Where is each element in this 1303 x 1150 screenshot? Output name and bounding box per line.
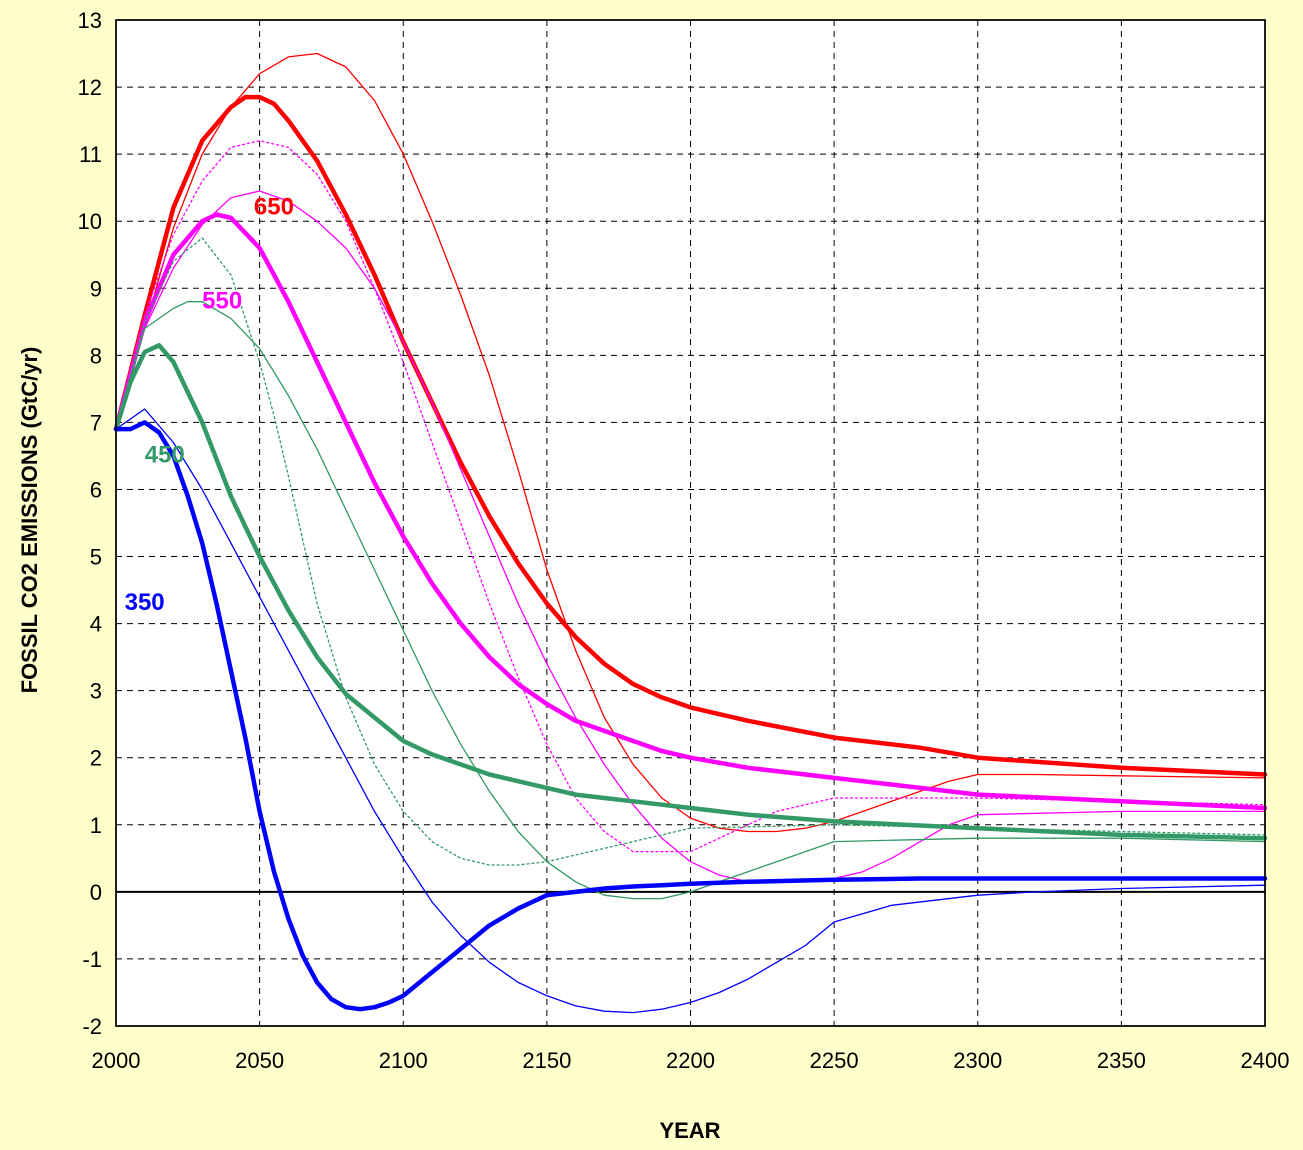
plot-area [115, 19, 1266, 1027]
y-tick-label: -1 [82, 947, 102, 972]
series-line-5 [113, 212, 1268, 811]
y-tick-label: 8 [90, 343, 102, 368]
plot-frame [115, 19, 1266, 1027]
series-line-8 [113, 343, 1268, 841]
x-tick-label: 2250 [810, 1048, 859, 1073]
x-tick-label: 2150 [522, 1048, 571, 1073]
x-tick-label: 2000 [92, 1048, 141, 1073]
x-tick-label: 2200 [666, 1048, 715, 1073]
y-tick-label: 4 [90, 612, 102, 637]
y-tick-label: 7 [90, 410, 102, 435]
y-tick-label: 13 [78, 8, 102, 33]
series-line-1 [115, 52, 1266, 833]
series-line-2 [113, 94, 1268, 777]
y-tick-label: 0 [90, 880, 102, 905]
x-tick-label: 2350 [1097, 1048, 1146, 1073]
y-tick-label: 6 [90, 477, 102, 502]
series-labels: 650 550 450 350 [125, 193, 294, 616]
series-line-4 [115, 190, 1266, 883]
x-tick-label: 2400 [1241, 1048, 1290, 1073]
series-label-450: 450 [145, 442, 185, 469]
series-label-650: 650 [254, 193, 294, 220]
y-tick-label: 10 [78, 209, 102, 234]
x-tick-label: 2100 [379, 1048, 428, 1073]
x-tick-label: 2050 [235, 1048, 284, 1073]
series-label-350: 350 [125, 589, 165, 616]
x-tick-labels: 2000 2050 2100 2150 2200 2250 2300 2350 2400 [92, 1048, 1290, 1073]
series-line-6 [115, 237, 1266, 866]
y-tick-label: 11 [79, 142, 102, 167]
x-tick-label: 2300 [953, 1048, 1002, 1073]
y-tick-label: 5 [90, 545, 102, 570]
y-tick-label: 9 [90, 276, 102, 301]
y-tick-label: 1 [90, 813, 102, 838]
series-line-10 [113, 420, 1268, 1012]
series-line-7 [115, 301, 1266, 900]
series-label-550: 550 [202, 287, 242, 314]
series-line-9 [115, 408, 1266, 1014]
series-layer [113, 52, 1268, 1014]
y-axis-title: FOSSIL CO2 EMISSIONS (GtC/yr) [17, 347, 42, 694]
y-tick-label: 3 [90, 679, 102, 704]
series-line-3 [115, 140, 1266, 853]
y-tick-label: 2 [90, 746, 102, 771]
x-axis-title: YEAR [659, 1118, 720, 1143]
y-tick-label: 12 [78, 75, 102, 100]
y-tick-label: -2 [82, 1014, 102, 1039]
grid-lines [116, 20, 1265, 1026]
